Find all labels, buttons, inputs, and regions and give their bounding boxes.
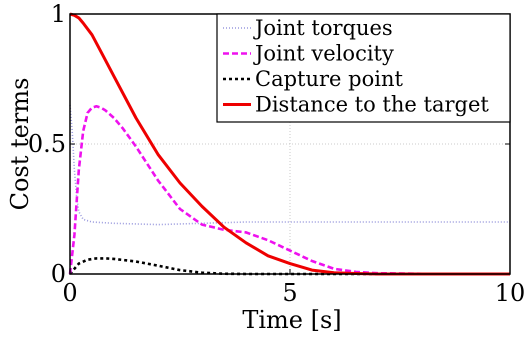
y-axis-label: Cost terms: [6, 78, 34, 211]
x-tick-label-2: 10: [495, 279, 526, 307]
tick-labels: 0 5 10 0 0.5 1: [28, 0, 525, 307]
x-tick-label-0: 0: [62, 279, 77, 307]
legend-label-1: Joint velocity: [253, 42, 394, 66]
y-tick-label-2: 1: [51, 0, 66, 28]
y-tick-label-0: 0: [51, 260, 66, 288]
series-line-joint-velocity: [68, 105, 510, 276]
x-axis-label: Time [s]: [242, 306, 341, 334]
legend-label-2: Capture point: [255, 67, 403, 91]
y-tick-label-1: 0.5: [28, 130, 66, 158]
legend-box: [216, 13, 511, 123]
legend-label-3: Distance to the target: [255, 93, 489, 117]
x-tick-label-1: 5: [282, 279, 297, 307]
legend-label-0: Joint torques: [253, 16, 393, 40]
